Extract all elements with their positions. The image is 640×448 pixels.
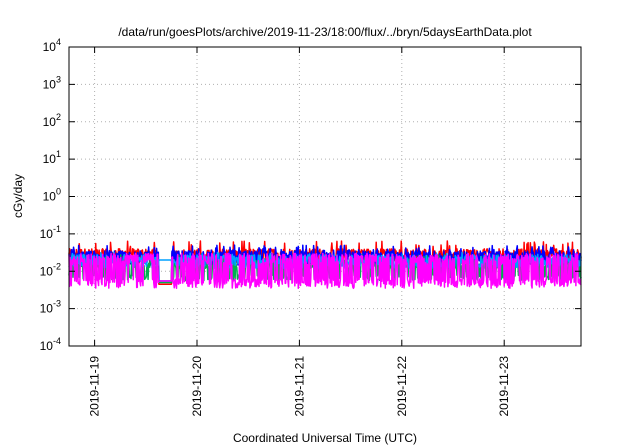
y-axis-label: cGy/day [11,174,25,218]
x-tick-label: 2019-11-20 [190,356,204,417]
x-tick-label: 2019-11-19 [88,356,102,417]
y-tick-label: 100 [43,187,61,204]
y-tick-label: 104 [43,37,61,54]
y-tick-label: 10-2 [40,261,61,278]
y-tick-label: 10-1 [40,224,61,241]
chart-title: /data/run/goesPlots/archive/2019-11-23/1… [118,25,532,39]
grid [69,47,581,346]
y-tick-label: 103 [43,74,61,91]
y-tick-label: 101 [43,149,61,166]
x-tick-label: 2019-11-22 [395,356,409,417]
y-tick-label: 10-3 [40,299,61,316]
y-tick-label: 10-4 [40,336,61,353]
series-line-5 [68,252,582,290]
x-axis-label: Coordinated Universal Time (UTC) [233,431,417,445]
y-tick-label: 102 [43,112,61,129]
plot-series [68,240,582,290]
x-tick-label: 2019-11-21 [292,356,306,417]
axes: 10-4 10-3 10-2 10-1 100 101 102 103 104 2019-11-1… [40,37,582,417]
x-tick-label: 2019-11-23 [497,356,511,417]
